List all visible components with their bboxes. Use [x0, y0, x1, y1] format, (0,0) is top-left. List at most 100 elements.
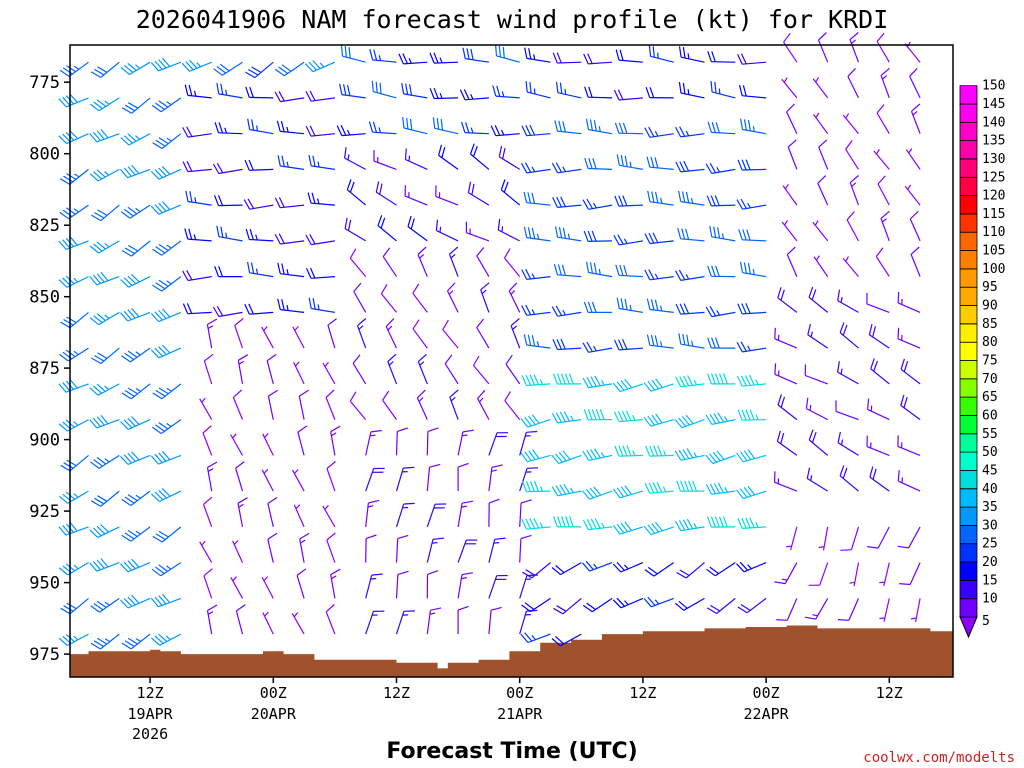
barb-feather [524, 416, 532, 427]
wind-barb [435, 185, 459, 206]
barb-staff [298, 395, 305, 420]
barb-half-feather [207, 325, 214, 330]
barb-feather [520, 633, 529, 643]
barb-feather [186, 270, 193, 281]
barb-feather [716, 450, 725, 460]
barb-feather [248, 303, 254, 315]
barb-feather [678, 46, 682, 58]
wind-barb [371, 80, 397, 99]
barb-feather [244, 159, 250, 171]
barb-feather [296, 568, 307, 576]
barb-feather [674, 418, 683, 429]
barb-feather [533, 480, 540, 492]
wind-barb [457, 572, 473, 599]
barb-feather [710, 516, 716, 528]
wind-barb [344, 147, 366, 170]
barb-staff [504, 257, 521, 277]
wind-barb [387, 353, 398, 385]
barb-feather [523, 191, 528, 203]
barb-feather [59, 69, 70, 77]
y-tick-label: 850 [29, 288, 60, 308]
barb-half-feather [225, 89, 228, 96]
barb-feather [643, 382, 652, 392]
barb-feather [681, 228, 686, 240]
barb-half-feather [286, 126, 289, 133]
barb-feather [158, 346, 167, 356]
barb-feather [532, 449, 540, 459]
barb-feather [524, 162, 532, 173]
barb-feather [97, 352, 108, 359]
barb-staff [261, 576, 274, 599]
barb-feather [131, 416, 140, 425]
barb-half-feather [448, 290, 454, 295]
barb-feather [92, 274, 101, 284]
barb-feather [555, 305, 563, 316]
barb-half-feather [687, 53, 690, 59]
wind-barb [488, 574, 508, 599]
wind-barb [326, 461, 336, 492]
barb-staff [267, 503, 274, 528]
barb-half-feather [166, 387, 172, 392]
wind-barb [368, 121, 397, 135]
wind-barb [444, 354, 459, 385]
colorbar-label: 40 [982, 482, 998, 497]
wind-barb [214, 266, 243, 278]
barb-feather [212, 306, 220, 317]
barb-feather [123, 454, 133, 464]
barb-feather [613, 235, 620, 246]
wind-barb [365, 534, 377, 563]
barb-feather [245, 228, 250, 240]
barb-feather [377, 215, 383, 226]
barb-feather [711, 265, 716, 277]
barb-feather [299, 532, 310, 540]
wind-barb [678, 190, 705, 206]
wind-barb [782, 183, 798, 206]
wind-barb [521, 480, 551, 493]
barb-feather [551, 454, 560, 464]
wind-barb [349, 391, 367, 420]
terrain-surface [70, 625, 953, 677]
barb-feather [656, 481, 663, 493]
barb-feather [740, 375, 747, 387]
barb-staff [297, 432, 305, 456]
colorbar-swatch [959, 323, 978, 343]
barb-feather [613, 339, 620, 351]
barb-feather [590, 449, 598, 460]
barb-feather [427, 570, 439, 575]
barb-feather [678, 82, 682, 94]
barb-feather [552, 197, 558, 208]
barb-feather [745, 159, 751, 171]
barb-staff [880, 75, 890, 99]
wind-barb [182, 126, 212, 138]
barb-feather [743, 487, 752, 497]
barb-feather [525, 569, 536, 576]
wind-barb [477, 389, 490, 420]
barb-half-feather [657, 52, 659, 59]
barb-feather [154, 204, 163, 214]
barb-feather [686, 518, 694, 530]
barb-staff [846, 219, 860, 242]
barb-feather [152, 535, 163, 543]
wind-barb [583, 230, 613, 242]
wind-barb [867, 526, 890, 549]
barb-half-feather [378, 127, 382, 133]
barb-feather [740, 451, 748, 462]
barb-feather [214, 266, 220, 277]
barb-feather [719, 373, 724, 385]
barb-staff [526, 383, 551, 387]
barb-staff [280, 309, 305, 313]
barb-staff [395, 538, 399, 563]
barb-feather [131, 594, 140, 604]
barb-feather [738, 229, 743, 240]
wind-barb [274, 233, 305, 245]
colorbar-swatch [959, 195, 978, 215]
barb-feather [277, 262, 281, 274]
wind-barb [58, 236, 89, 250]
barb-feather [308, 297, 312, 309]
wind-barb [304, 60, 336, 73]
barb-feather [556, 338, 562, 350]
wind-barb [582, 518, 613, 531]
colorbar-label: 135 [982, 134, 1005, 149]
barb-feather [897, 545, 909, 549]
barb-half-feather [238, 503, 244, 508]
